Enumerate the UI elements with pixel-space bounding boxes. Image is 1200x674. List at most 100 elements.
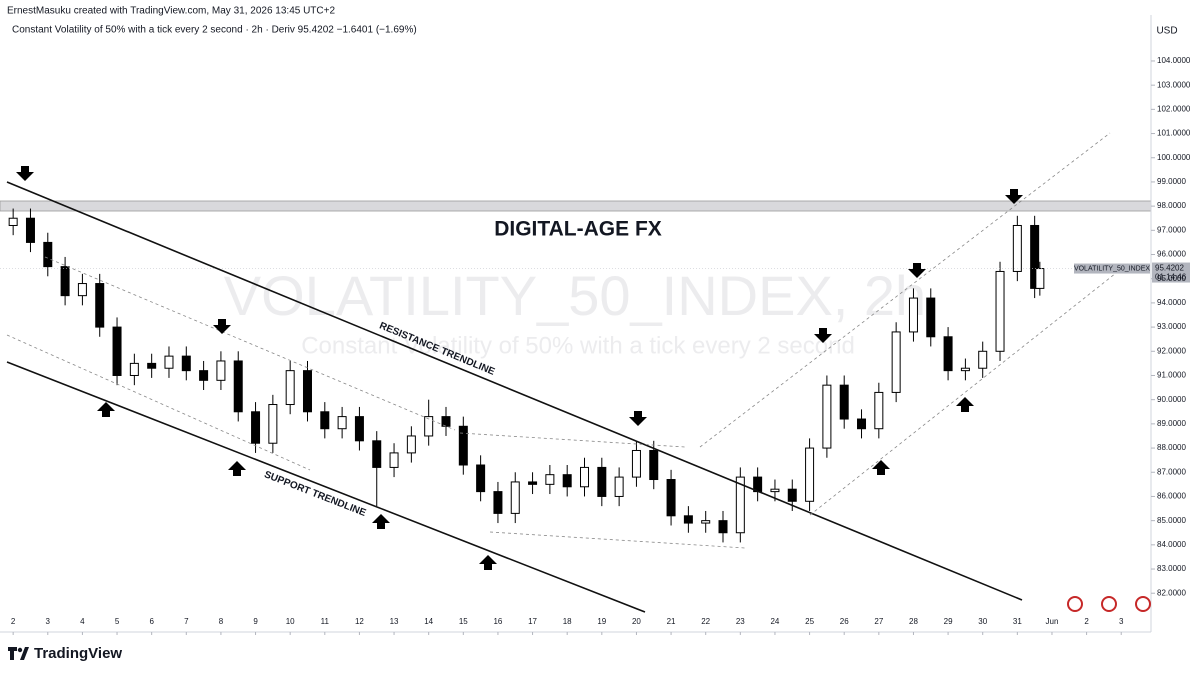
candle-body [60,266,70,297]
x-tick-label: 19 [597,617,606,626]
x-tick-label: 27 [874,617,883,626]
candle-body [493,491,503,514]
candle-body [199,370,209,381]
candle-body [545,474,555,485]
x-tick-label: 12 [355,617,364,626]
candle-body [874,391,884,430]
candle-body [926,297,936,338]
candle-body [285,370,295,406]
price-tag-value: 95.4202 [1155,264,1184,273]
candle-body [580,466,590,488]
y-tick-label: 84.0000 [1157,540,1186,549]
x-tick-label: 15 [459,617,468,626]
y-tick-label: 88.0000 [1157,443,1186,452]
currency: USD [1156,26,1177,37]
x-tick-label: 3 [1119,617,1124,626]
candle-body [1012,224,1022,272]
price-tag-bg [1152,262,1190,283]
x-tick-label: 3 [46,617,51,626]
candle-body [995,270,1005,352]
x-tick-label: 20 [632,617,641,626]
candle-body [320,411,330,430]
header: ErnestMasuku created with TradingView.co… [7,6,335,17]
x-tick-label: 2 [11,617,16,626]
title: DIGITAL-AGE FX [494,218,662,241]
candle-body [389,452,399,468]
x-tick-label: 16 [493,617,502,626]
x-tick-label: 29 [944,617,953,626]
y-tick-label: 95.0000 [1157,274,1186,283]
x-tick-label: 23 [736,617,745,626]
candle-body [95,283,105,328]
x-tick-label: 30 [978,617,987,626]
price-tag-countdown: 01:14:46 [1155,273,1187,282]
candle-body [458,425,468,466]
candle-body [683,515,693,524]
x-tick-label: Jun [1046,617,1059,626]
y-tick-label: 89.0000 [1157,419,1186,428]
x-tick-label: 22 [701,617,710,626]
candle-body [943,336,953,372]
candle-body [181,355,191,372]
candle-body [129,362,139,376]
candle-body [43,241,53,268]
trendlines [6,132,1131,613]
candle-body [1030,224,1040,289]
candle-body [908,297,918,333]
y-tick-label: 92.0000 [1157,346,1186,355]
y-tick-label: 97.0000 [1157,225,1186,234]
x-tick-label: 21 [667,617,676,626]
candle-body [649,449,659,481]
candle-body [597,466,607,497]
y-tick-label: 100.0000 [1157,153,1191,162]
candles [0,208,1151,543]
x-tick-label: 5 [115,617,120,626]
x-tick-label: 17 [528,617,537,626]
candle-body [631,449,641,478]
candle-body [216,360,226,381]
y-tick-label: 103.0000 [1157,80,1191,89]
candle-body [839,384,849,420]
candle-body [337,416,347,430]
candle-body [8,217,18,226]
brand-logo [8,647,29,660]
candle-body [302,370,312,413]
x-tick-label: 9 [253,617,258,626]
candle-body [822,384,832,449]
y-tick-label: 82.0000 [1157,588,1186,597]
candle-body [147,362,157,369]
y-tick-label: 91.0000 [1157,371,1186,380]
y-tick-label: 99.0000 [1157,177,1186,186]
x-tick-label: 10 [286,617,295,626]
candle-body [805,447,815,502]
resistance-trendline [6,181,1023,601]
candle-body [441,416,451,427]
y-tick-label: 85.0000 [1157,516,1186,525]
watermark: VOLATILITY_50_INDEX, 2h [224,264,926,327]
candle-body [528,481,538,485]
brand: TradingView [34,645,122,662]
candle-body [164,355,174,369]
arrows [16,166,1023,570]
y-tick-label: 90.0000 [1157,395,1186,404]
x-tick-label: 11 [321,617,330,626]
candle-body [510,481,520,514]
y-tick-label: 102.0000 [1157,104,1191,113]
x-tick-label: 24 [770,617,779,626]
price-tag: VOLATILITY_50_INDEX 95.4202 01:14:46 [1074,262,1190,283]
x-tick-label: 14 [424,617,433,626]
candle-body [666,479,676,517]
candle-body [251,411,261,444]
channel-lines [6,132,1131,549]
candle-body [476,464,486,493]
y-tick-label: 96.0000 [1157,250,1186,259]
resistance-zone [0,200,1152,212]
candle-body [1035,268,1045,289]
candle-body [233,360,243,413]
candle-body [701,520,711,524]
y-tick-label: 93.0000 [1157,322,1186,331]
y-tick-label: 101.0000 [1157,129,1191,138]
price-tag-name-bg [1074,263,1150,274]
y-tick-label: 104.0000 [1157,56,1191,65]
